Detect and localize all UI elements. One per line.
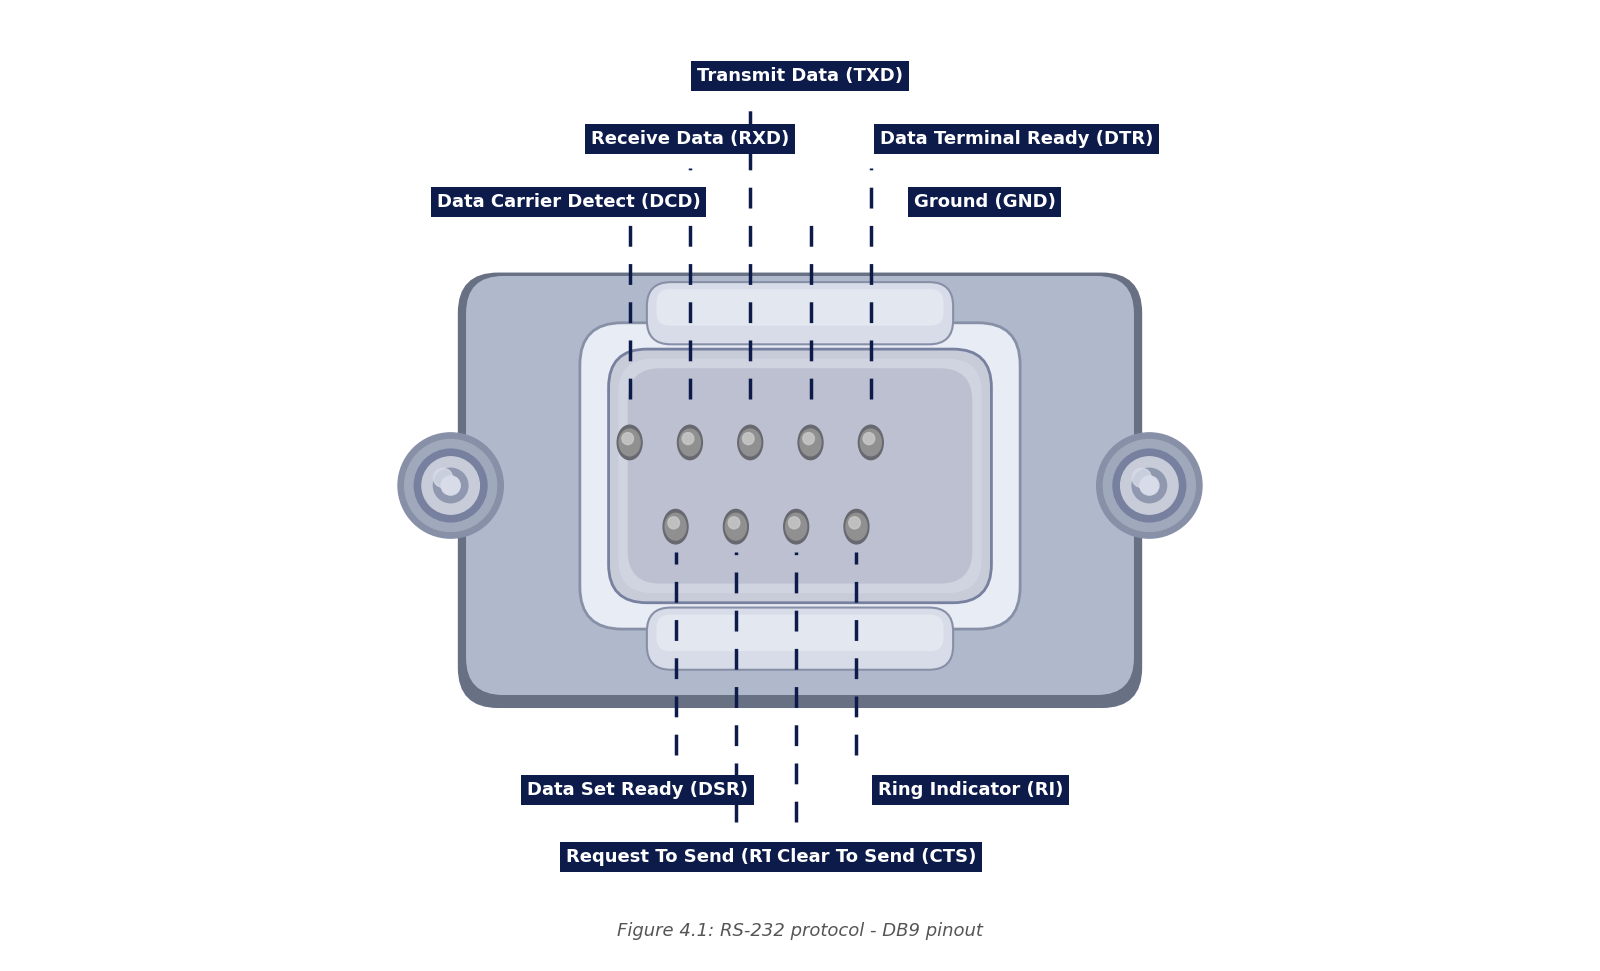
Ellipse shape bbox=[725, 514, 747, 540]
Ellipse shape bbox=[677, 425, 702, 459]
Text: Request To Send (RTS): Request To Send (RTS) bbox=[565, 848, 795, 866]
Ellipse shape bbox=[858, 425, 883, 459]
FancyBboxPatch shape bbox=[579, 322, 1021, 629]
Text: Ground (GND): Ground (GND) bbox=[914, 193, 1056, 212]
Text: Data Set Ready (DSR): Data Set Ready (DSR) bbox=[526, 781, 747, 799]
Text: Figure 4.1: RS-232 protocol - DB9 pinout: Figure 4.1: RS-232 protocol - DB9 pinout bbox=[618, 922, 982, 940]
FancyBboxPatch shape bbox=[646, 283, 954, 345]
Ellipse shape bbox=[680, 429, 701, 455]
Circle shape bbox=[434, 468, 467, 503]
Ellipse shape bbox=[738, 425, 763, 459]
Circle shape bbox=[405, 440, 496, 531]
FancyBboxPatch shape bbox=[656, 615, 944, 652]
Ellipse shape bbox=[784, 510, 808, 544]
Ellipse shape bbox=[789, 517, 800, 529]
Circle shape bbox=[442, 476, 461, 495]
Ellipse shape bbox=[667, 517, 680, 529]
Ellipse shape bbox=[846, 514, 867, 540]
Ellipse shape bbox=[682, 432, 694, 445]
Ellipse shape bbox=[618, 425, 642, 459]
Ellipse shape bbox=[739, 429, 760, 455]
Circle shape bbox=[414, 450, 486, 521]
Text: Data Carrier Detect (DCD): Data Carrier Detect (DCD) bbox=[437, 193, 701, 212]
FancyBboxPatch shape bbox=[656, 289, 944, 325]
Ellipse shape bbox=[848, 517, 861, 529]
FancyBboxPatch shape bbox=[466, 275, 1134, 696]
Ellipse shape bbox=[728, 517, 739, 529]
Ellipse shape bbox=[662, 510, 688, 544]
Circle shape bbox=[422, 456, 480, 515]
Circle shape bbox=[434, 468, 453, 487]
Circle shape bbox=[1139, 476, 1158, 495]
Ellipse shape bbox=[798, 425, 822, 459]
Circle shape bbox=[1104, 440, 1195, 531]
Ellipse shape bbox=[622, 432, 634, 445]
Ellipse shape bbox=[862, 432, 875, 445]
FancyBboxPatch shape bbox=[618, 358, 982, 593]
Circle shape bbox=[398, 433, 504, 538]
FancyBboxPatch shape bbox=[458, 273, 1142, 708]
Text: Data Terminal Ready (DTR): Data Terminal Ready (DTR) bbox=[880, 130, 1154, 148]
Circle shape bbox=[1133, 468, 1166, 503]
Text: Ring Indicator (RI): Ring Indicator (RI) bbox=[878, 781, 1062, 799]
Ellipse shape bbox=[861, 429, 882, 455]
Ellipse shape bbox=[666, 514, 686, 540]
Circle shape bbox=[1096, 433, 1202, 538]
Ellipse shape bbox=[723, 510, 749, 544]
Text: Receive Data (RXD): Receive Data (RXD) bbox=[590, 130, 789, 148]
Circle shape bbox=[1133, 468, 1152, 487]
Circle shape bbox=[1114, 450, 1186, 521]
Ellipse shape bbox=[786, 514, 806, 540]
Ellipse shape bbox=[845, 510, 869, 544]
Text: Transmit Data (TXD): Transmit Data (TXD) bbox=[698, 67, 902, 84]
Ellipse shape bbox=[800, 429, 821, 455]
FancyBboxPatch shape bbox=[627, 368, 973, 584]
FancyBboxPatch shape bbox=[608, 350, 992, 603]
Ellipse shape bbox=[803, 432, 814, 445]
Ellipse shape bbox=[619, 429, 640, 455]
Circle shape bbox=[1120, 456, 1178, 515]
Text: Clear To Send (CTS): Clear To Send (CTS) bbox=[778, 848, 976, 866]
Ellipse shape bbox=[742, 432, 754, 445]
FancyBboxPatch shape bbox=[646, 608, 954, 670]
